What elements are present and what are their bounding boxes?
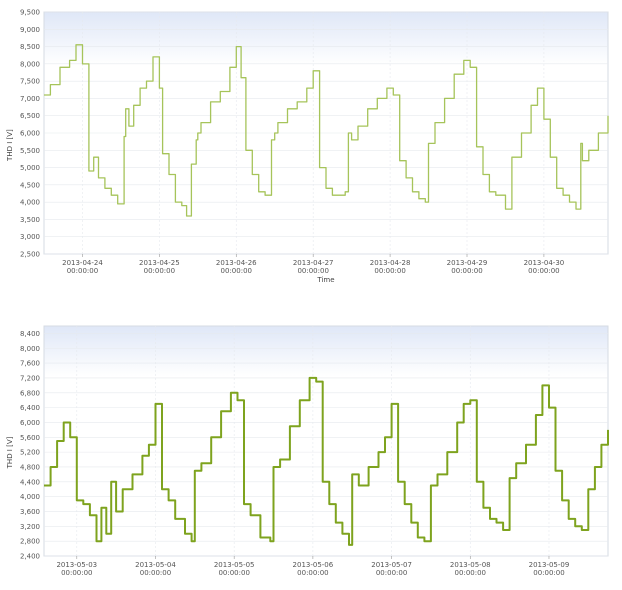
x-tick-time: 00:00:00 xyxy=(451,267,482,275)
x-tick-time: 00:00:00 xyxy=(455,569,486,577)
thd-chart-may: 2,400 2,800 3,200 3,600 4,000 4,400 4,800 5,200… xyxy=(6,325,609,577)
chart-panel-1: 2,500 3,000 3,500 4,000 4,500 5,000 5,500 6,000… xyxy=(0,0,622,290)
x-tick-time: 00:00:00 xyxy=(144,267,175,275)
x-tick-time: 00:00:00 xyxy=(140,569,171,577)
y-tick-label: 9,500 xyxy=(20,9,40,17)
x-tick-time: 00:00:00 xyxy=(374,267,405,275)
y-tick-label: 5,500 xyxy=(20,147,40,155)
y-axis-title: THD I [V] xyxy=(6,436,14,469)
x-tick-date: 2013-05-09 xyxy=(529,561,570,569)
y-tick-label: 8,000 xyxy=(20,345,40,353)
x-tick-date: 2013-05-07 xyxy=(371,561,412,569)
x-tick-date: 2013-05-08 xyxy=(450,561,491,569)
y-tick-label: 4,000 xyxy=(20,493,40,501)
x-tick-time: 00:00:00 xyxy=(528,267,559,275)
x-tick-time: 00:00:00 xyxy=(533,569,564,577)
x-tick-time: 00:00:00 xyxy=(376,569,407,577)
x-tick-date: 2013-04-26 xyxy=(216,259,257,267)
y-tick-label: 3,500 xyxy=(20,216,40,224)
x-tick-time: 00:00:00 xyxy=(61,569,92,577)
y-tick-label: 6,400 xyxy=(20,404,40,412)
x-tick-date: 2013-04-29 xyxy=(447,259,488,267)
y-tick-label: 7,500 xyxy=(20,78,40,86)
chart-panel-2: 2,400 2,800 3,200 3,600 4,000 4,400 4,800 5,200… xyxy=(0,306,622,590)
y-tick-label: 7,200 xyxy=(20,374,40,382)
y-tick-label: 2,800 xyxy=(20,538,40,546)
y-tick-label: 6,000 xyxy=(20,419,40,427)
x-tick-date: 2013-05-05 xyxy=(214,561,255,569)
x-tick-date: 2013-04-27 xyxy=(293,259,334,267)
y-tick-label: 2,400 xyxy=(20,553,40,561)
y-tick-label: 6,500 xyxy=(20,112,40,120)
y-tick-label: 7,600 xyxy=(20,360,40,368)
x-tick-time: 00:00:00 xyxy=(297,569,328,577)
y-tick-label: 2,500 xyxy=(20,251,40,259)
y-tick-label: 6,000 xyxy=(20,130,40,138)
y-tick-label: 7,000 xyxy=(20,95,40,103)
y-tick-label: 8,000 xyxy=(20,60,40,68)
x-tick-date: 2013-05-04 xyxy=(135,561,176,569)
thd-chart-april: 2,500 3,000 3,500 4,000 4,500 5,000 5,500 6,000… xyxy=(6,9,609,284)
y-tick-label: 5,200 xyxy=(20,449,40,457)
y-tick-label: 3,000 xyxy=(20,233,40,241)
y-tick-label: 9,000 xyxy=(20,26,40,34)
y-tick-label: 6,800 xyxy=(20,389,40,397)
x-tick-date: 2013-05-06 xyxy=(293,561,334,569)
y-tick-label: 4,400 xyxy=(20,478,40,486)
plot-area xyxy=(43,325,609,557)
y-tick-label: 8,400 xyxy=(20,330,40,338)
x-tick-time: 00:00:00 xyxy=(297,267,328,275)
x-tick-date: 2013-05-03 xyxy=(56,561,97,569)
x-tick-date: 2013-04-30 xyxy=(524,259,565,267)
y-tick-label: 3,600 xyxy=(20,508,40,516)
series-line-1 xyxy=(44,44,609,217)
y-tick-label: 4,800 xyxy=(20,463,40,471)
y-tick-label: 5,600 xyxy=(20,434,40,442)
x-tick-time: 00:00:00 xyxy=(218,569,249,577)
y-tick-label: 4,500 xyxy=(20,181,40,189)
y-tick-label: 4,000 xyxy=(20,199,40,207)
y-axis-title: THD I [V] xyxy=(6,129,14,162)
x-tick-time: 00:00:00 xyxy=(221,267,252,275)
x-tick-time: 00:00:00 xyxy=(67,267,98,275)
series-line-1 xyxy=(44,376,609,546)
x-tick-date: 2013-04-24 xyxy=(62,259,103,267)
x-tick-date: 2013-04-25 xyxy=(139,259,180,267)
y-tick-label: 3,200 xyxy=(20,523,40,531)
x-tick-date: 2013-04-28 xyxy=(370,259,411,267)
x-axis-title: Time xyxy=(316,276,334,284)
y-tick-label: 8,500 xyxy=(20,43,40,51)
y-tick-label: 5,000 xyxy=(20,164,40,172)
